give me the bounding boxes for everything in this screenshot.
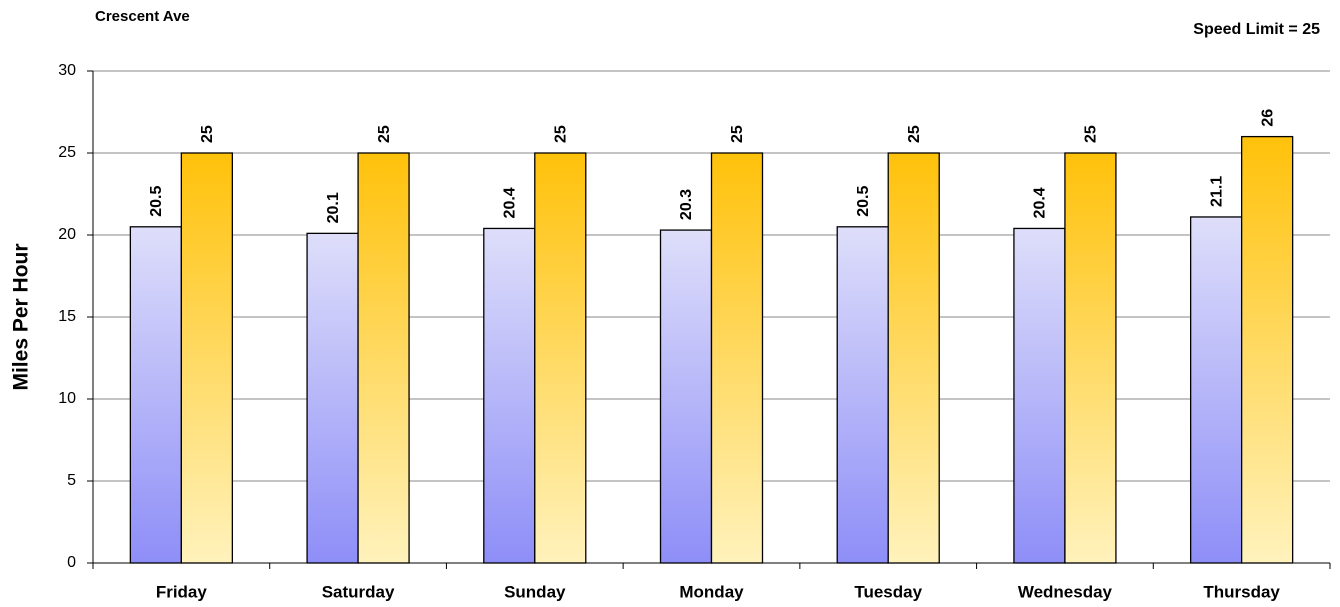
bar [1013,227,1066,564]
x-tick-label: Friday [156,582,208,601]
y-tick-label: 20 [58,226,76,243]
data-label: 20.3 [678,189,695,220]
chart-subtitle: Speed Limit = 25 [1193,21,1320,38]
bar [1240,135,1294,564]
x-tick-label: Tuesday [854,582,922,601]
data-label: 25 [729,125,746,143]
data-label: 20.4 [1032,187,1049,218]
x-tick-label: Sunday [504,582,566,601]
x-tick-label: Thursday [1203,582,1280,601]
bar [534,152,587,564]
data-label: 25 [376,125,393,143]
y-tick-label: 25 [58,144,76,161]
bar [129,226,183,564]
data-label: 25 [906,125,923,143]
bar [887,152,940,564]
bar [710,152,764,564]
y-axis-label: Miles Per Hour [10,243,33,390]
data-label: 26 [1259,109,1276,127]
data-label: 20.5 [148,186,165,217]
y-tick-label: 10 [58,390,76,407]
bar [180,152,234,564]
data-label: 20.5 [855,186,872,217]
y-tick-label: 30 [58,62,76,79]
bar [836,226,889,564]
x-tick-label: Saturday [322,582,395,601]
data-label: 25 [199,125,216,143]
x-tick-label: Wednesday [1018,582,1113,601]
data-label: 25 [553,125,570,143]
bar [659,229,713,564]
y-tick-label: 15 [58,308,76,325]
x-tick-label: Monday [679,582,744,601]
bar [357,152,410,564]
bar [306,232,359,564]
bar [1064,152,1117,564]
data-label: 20.4 [502,187,519,218]
bar [1189,216,1243,564]
bar [483,227,536,564]
data-label: 20.1 [325,192,342,223]
data-label: 21.1 [1208,176,1225,207]
chart-title: Crescent Ave [95,8,190,25]
data-label: 25 [1083,125,1100,143]
y-tick-label: 5 [67,472,76,489]
y-tick-label: 0 [67,554,76,571]
